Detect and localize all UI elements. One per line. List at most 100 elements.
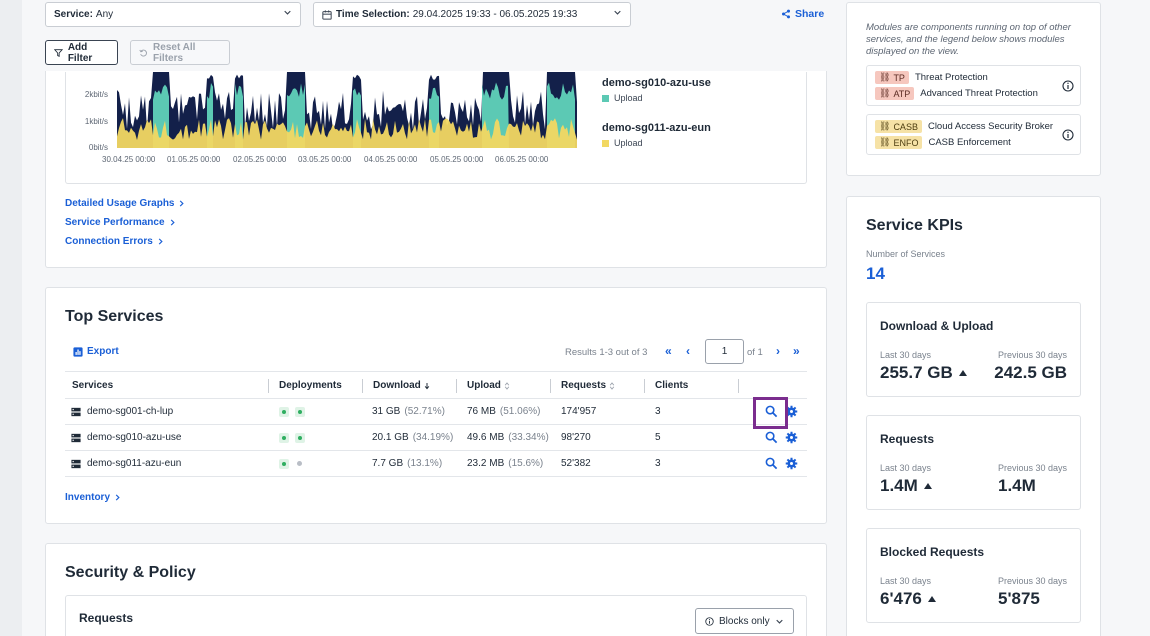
- upload-cell: 23.2 MB (15.6%): [467, 458, 543, 469]
- trend-up-icon: [927, 596, 936, 602]
- trend-up-icon: [958, 370, 967, 376]
- col-label: Deployments: [279, 380, 342, 391]
- service-name-cell[interactable]: demo-sg010-azu-use: [71, 432, 182, 443]
- link-icon: ⛓: [879, 88, 891, 98]
- export-button[interactable]: Export: [73, 346, 119, 357]
- deployment-status-on: [279, 459, 289, 469]
- kpi-prev-value: 242.5 GB: [994, 363, 1067, 382]
- x-tick: 01.05.25 00:00: [167, 155, 221, 164]
- kpi-last-value: 6'476: [880, 589, 936, 609]
- kpi-prev-label: Previous 30 days: [997, 576, 1067, 586]
- inventory-link[interactable]: Inventory: [65, 492, 121, 503]
- chevron-right-icon: [115, 494, 120, 501]
- link-icon: ⛓: [879, 137, 891, 147]
- download-cell: 20.1 GB (34.19%): [372, 432, 453, 443]
- module-tag-label: ENFO: [893, 137, 919, 148]
- chart-bar-icon: [73, 346, 83, 357]
- link-label: Inventory: [65, 492, 111, 503]
- col-separator: [550, 379, 551, 393]
- col-label: Services: [72, 380, 114, 391]
- col-upload[interactable]: Upload: [467, 380, 510, 391]
- clients-cell: 5: [655, 432, 661, 443]
- module-tag: ⛓ ATP: [875, 87, 915, 100]
- service-performance-link[interactable]: Service Performance: [65, 217, 176, 228]
- add-filter-label: Add Filter: [67, 41, 93, 64]
- download-value: 31 GB: [372, 406, 401, 417]
- upload-cell: 49.6 MB (33.34%): [467, 432, 549, 443]
- search-icon[interactable]: [765, 405, 778, 418]
- link-label: Detailed Usage Graphs: [65, 198, 175, 209]
- share-button[interactable]: Share: [781, 8, 824, 20]
- export-label: Export: [87, 346, 119, 357]
- col-deployments[interactable]: Deployments: [279, 380, 342, 391]
- service-name-cell[interactable]: demo-sg001-ch-lup: [71, 406, 173, 417]
- x-tick: 02.05.25 00:00: [233, 155, 287, 164]
- upload-value: 76 MB: [467, 406, 496, 417]
- legend-sub-label: Upload: [614, 93, 643, 103]
- requests-cell: 52'382: [561, 458, 591, 469]
- y-tick: 2kbit/s: [84, 90, 108, 99]
- x-tick: 04.05.25 00:00: [364, 155, 418, 164]
- table-header: Services Deployments Download Upload Req…: [65, 371, 807, 399]
- service-filter-dropdown[interactable]: Service: Any: [45, 2, 301, 27]
- blocks-only-dropdown[interactable]: Blocks only: [695, 608, 794, 634]
- security-title: Security & Policy: [65, 564, 196, 581]
- chevron-down-icon: [284, 10, 291, 15]
- kpi-prev-value: 1.4M: [998, 476, 1036, 495]
- usage-area-base: [117, 72, 577, 148]
- service-name-cell[interactable]: demo-sg011-azu-eun: [71, 458, 181, 469]
- service-name: demo-sg010-azu-use: [87, 432, 182, 443]
- chevron-right-icon: [170, 219, 175, 226]
- col-separator: [362, 379, 363, 393]
- prev-page-icon[interactable]: ‹: [686, 344, 690, 358]
- modules-note: Modules are components running on top of…: [866, 22, 1071, 57]
- search-icon[interactable]: [765, 431, 778, 444]
- table-row: demo-sg010-azu-use 20.1 GB (34.19%) 49.6 …: [65, 425, 807, 451]
- link-icon: ⛓: [879, 72, 891, 82]
- gear-icon[interactable]: [785, 431, 798, 444]
- legend-sub-label: Upload: [614, 138, 643, 148]
- time-selection-label: Time Selection:: [336, 9, 410, 20]
- x-tick: 03.05.25 00:00: [298, 155, 352, 164]
- focus-highlight: [753, 397, 788, 429]
- col-separator: [268, 379, 269, 393]
- reset-filters-label: Reset All Filters: [153, 41, 196, 64]
- col-label: Clients: [655, 380, 689, 391]
- info-icon[interactable]: [1062, 80, 1074, 92]
- time-selection-dropdown[interactable]: Time Selection: 29.04.2025 19:33 - 06.05…: [313, 2, 631, 27]
- col-download[interactable]: Download: [373, 380, 430, 391]
- kpi-last-label: Last 30 days: [880, 350, 932, 360]
- col-services[interactable]: Services: [72, 380, 113, 391]
- deployment-status-on: [279, 433, 289, 443]
- kpi-last-number: 6'476: [880, 589, 922, 608]
- kpi-prev-label: Previous 30 days: [997, 463, 1067, 473]
- col-requests[interactable]: Requests: [561, 380, 615, 391]
- upload-pct: (15.6%): [508, 458, 544, 469]
- sort-desc-icon: [424, 382, 430, 389]
- module-group: ⛓ CASB Cloud Access Security Broker ⛓ ENFO…: [866, 114, 1081, 155]
- gear-icon[interactable]: [785, 405, 798, 418]
- next-page-icon[interactable]: ›: [776, 344, 780, 358]
- col-clients[interactable]: Clients: [655, 380, 688, 391]
- usage-graph-canvas: [117, 72, 577, 148]
- info-icon[interactable]: [1062, 129, 1074, 141]
- search-icon[interactable]: [765, 457, 778, 470]
- add-filter-button[interactable]: Add Filter: [45, 40, 118, 65]
- deployment-status-on: [295, 433, 305, 443]
- detailed-usage-graphs-link[interactable]: Detailed Usage Graphs: [65, 198, 185, 209]
- sort-icon: [609, 381, 615, 390]
- download-cell: 31 GB (52.71%): [372, 406, 445, 417]
- reset-filters-button[interactable]: Reset All Filters: [130, 40, 230, 65]
- connection-errors-link[interactable]: Connection Errors: [65, 236, 164, 247]
- kpi-last-label: Last 30 days: [880, 576, 932, 586]
- module-tag-label: ATP: [893, 88, 911, 99]
- link-label: Connection Errors: [65, 236, 153, 247]
- page-number-input[interactable]: 1: [705, 339, 744, 364]
- kpi-prev-value: 5'875: [998, 589, 1040, 608]
- gear-icon[interactable]: [785, 457, 798, 470]
- last-page-icon[interactable]: »: [793, 344, 800, 358]
- col-separator: [738, 379, 739, 393]
- legend-series-sub: Upload: [602, 93, 643, 103]
- first-page-icon[interactable]: «: [665, 344, 672, 358]
- usage-area-yellow: [117, 118, 577, 148]
